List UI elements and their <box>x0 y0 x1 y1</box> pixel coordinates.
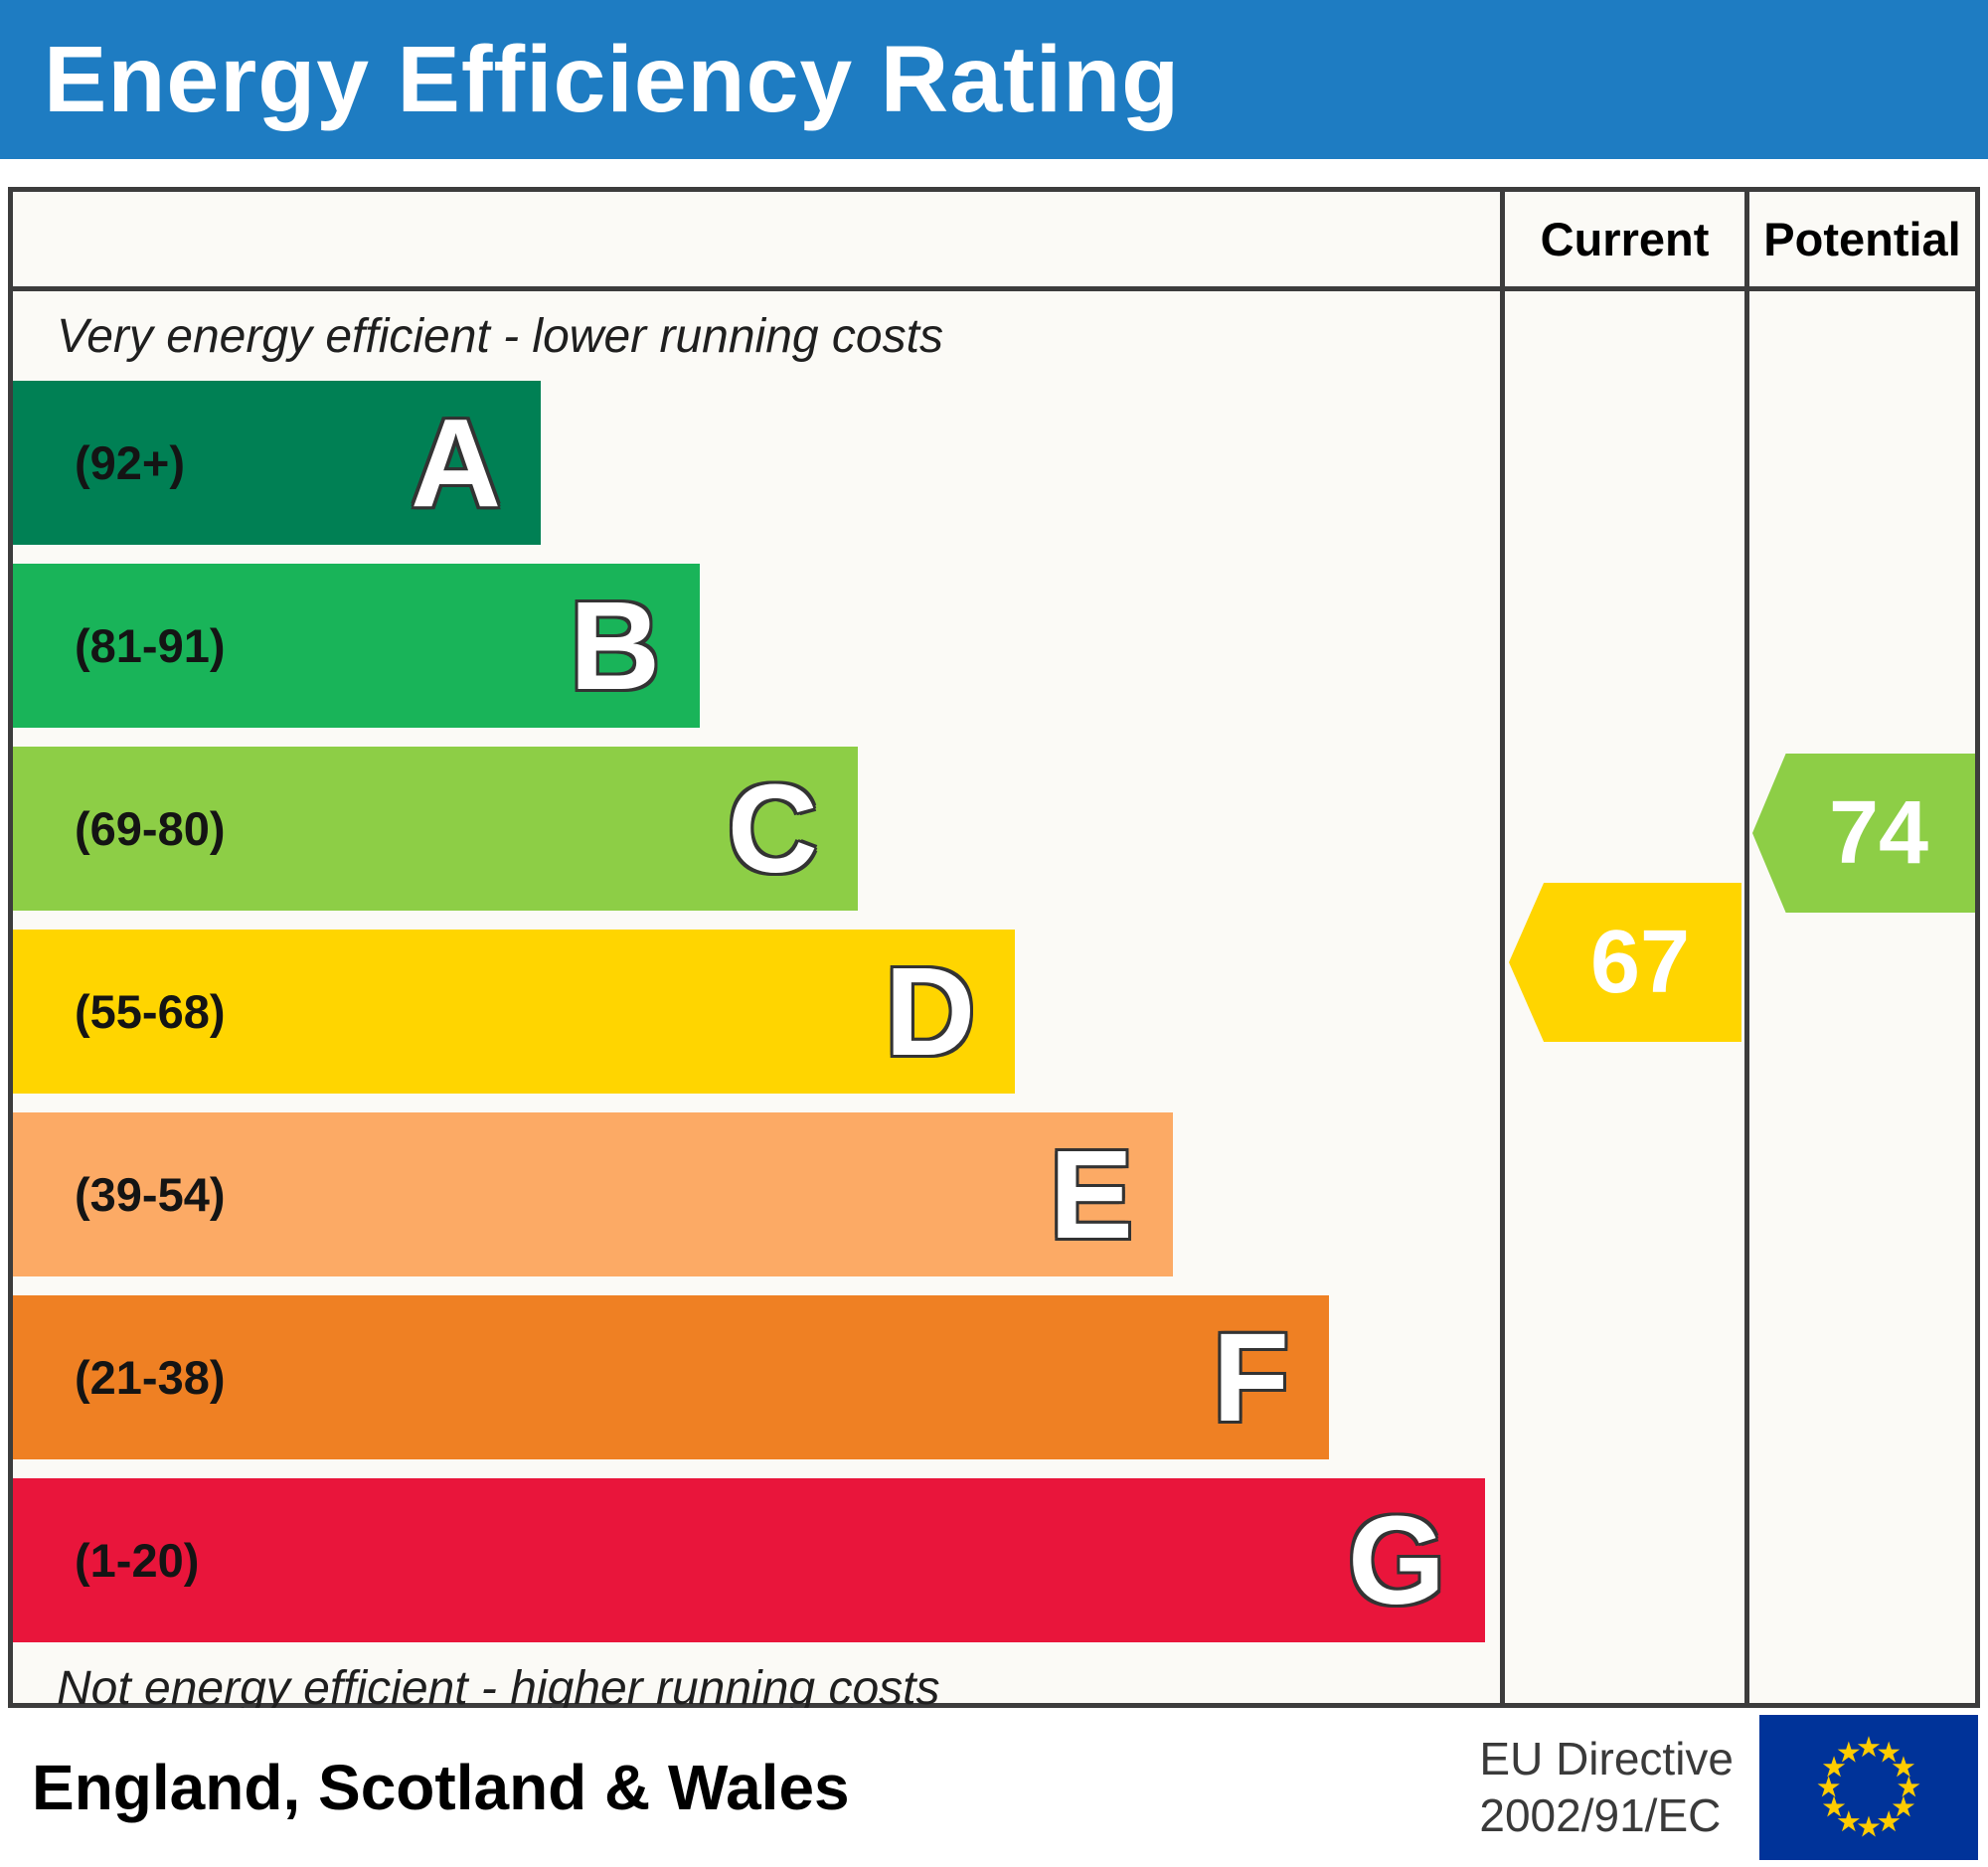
eu-directive-label: EU Directive 2002/91/EC <box>1479 1731 1734 1845</box>
top-note: Very energy efficient - lower running co… <box>57 309 943 363</box>
chart-header-spacer <box>13 192 1500 286</box>
eu-directive-line1: EU Directive <box>1479 1732 1734 1784</box>
current-column: 67 <box>1500 291 1744 1715</box>
band-row-f: (21-38) F <box>13 1295 1500 1459</box>
band-range-f: (21-38) <box>75 1351 226 1404</box>
band-range-g: (1-20) <box>75 1534 200 1587</box>
band-bar-f: (21-38) F <box>13 1295 1329 1459</box>
bottom-note: Not energy efficient - higher running co… <box>57 1661 940 1715</box>
band-row-e: (39-54) E <box>13 1112 1500 1276</box>
band-bar-e: (39-54) E <box>13 1112 1173 1276</box>
band-row-a: (92+) A <box>13 381 1500 545</box>
region-label: England, Scotland & Wales <box>32 1752 850 1823</box>
footer: England, Scotland & Wales EU Directive 2… <box>0 1708 1988 1867</box>
page-title: Energy Efficiency Rating <box>44 26 1181 132</box>
band-letter-f: F <box>1212 1306 1289 1447</box>
current-column-header: Current <box>1500 192 1744 286</box>
current-value: 67 <box>1589 912 1691 1012</box>
band-row-c: (69-80) C <box>13 747 1500 911</box>
band-bar-c: (69-80) C <box>13 747 858 911</box>
table-header-row: Current Potential <box>13 192 1975 291</box>
current-marker: 67 <box>1509 883 1741 1042</box>
band-letter-g: G <box>1348 1489 1446 1630</box>
band-letter-a: A <box>411 392 502 533</box>
potential-column-header: Potential <box>1744 192 1975 286</box>
band-row-d: (55-68) D <box>13 930 1500 1094</box>
band-row-g: (1-20) G <box>13 1478 1500 1642</box>
title-bar: Energy Efficiency Rating <box>0 0 1988 159</box>
band-bar-b: (81-91) B <box>13 564 701 728</box>
band-letter-d: D <box>885 940 976 1082</box>
potential-value: 74 <box>1828 782 1929 883</box>
band-letter-b: B <box>570 575 661 716</box>
potential-column: 74 <box>1744 291 1975 1715</box>
band-letter-e: E <box>1049 1123 1133 1265</box>
eu-flag <box>1759 1715 1978 1860</box>
band-bar-d: (55-68) D <box>13 930 1016 1094</box>
band-range-b: (81-91) <box>75 619 226 672</box>
potential-marker: 74 <box>1752 754 1975 913</box>
band-range-c: (69-80) <box>75 802 226 855</box>
band-bar-g: (1-20) G <box>13 1478 1486 1642</box>
band-bar-a: (92+) A <box>13 381 542 545</box>
rating-scale-column: Very energy efficient - lower running co… <box>13 291 1500 1715</box>
table-body-row: Very energy efficient - lower running co… <box>13 291 1975 1715</box>
band-range-d: (55-68) <box>75 985 226 1038</box>
band-row-b: (81-91) B <box>13 564 1500 728</box>
eu-directive-line2: 2002/91/EC <box>1479 1789 1722 1841</box>
rating-table: Current Potential Very energy efficient … <box>8 187 1980 1715</box>
band-letter-c: C <box>727 758 818 899</box>
band-range-e: (39-54) <box>75 1168 226 1221</box>
band-range-a: (92+) <box>75 436 186 489</box>
